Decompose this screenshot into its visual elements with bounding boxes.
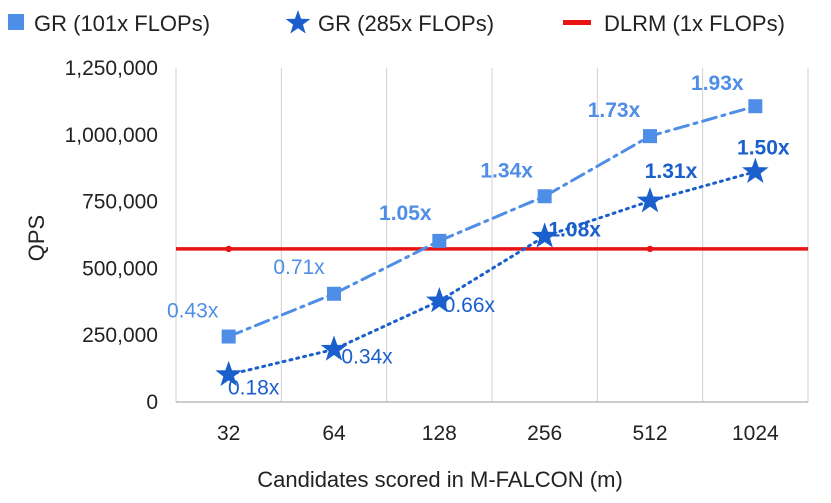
x-tick-label: 1024 (732, 422, 779, 445)
legend-marker-gr101 (8, 14, 24, 30)
legend-label-dlrm: DLRM (1x FLOPs) (604, 11, 785, 36)
y-tick-label: 250,000 (82, 324, 158, 347)
gr285-point (742, 157, 769, 183)
gr285-data-label: 0.66x (444, 294, 496, 317)
gr101-data-label: 1.05x (379, 202, 432, 225)
x-tick-label: 512 (632, 422, 667, 445)
x-tick-label: 32 (217, 422, 240, 445)
gr285-data-label: 1.08x (548, 218, 601, 241)
gr285-data-label: 0.18x (228, 377, 280, 400)
legend-marker-gr285 (285, 10, 311, 34)
gr101-point (748, 99, 763, 114)
dlrm-point (646, 245, 654, 253)
x-axis-title: Candidates scored in M-FALCON (m) (257, 467, 623, 492)
legend-star-icon (285, 10, 311, 34)
legend-marker-dlrm (563, 20, 591, 25)
x-tick-label: 128 (422, 422, 457, 445)
x-tick-label: 64 (322, 422, 346, 445)
gr285-point (215, 360, 242, 387)
series-line-gr285 (227, 170, 757, 377)
y-tick-label: 1,250,000 (65, 57, 158, 80)
gr101-point (221, 329, 236, 344)
y-tick-label: 0 (146, 391, 158, 414)
y-axis: 0 250,000 500,000 750,000 1,000,000 1,250,000 (65, 57, 158, 414)
gr101-point (537, 189, 552, 204)
gr285-point (636, 187, 664, 213)
gr285-data-label: 1.50x (737, 137, 790, 160)
y-tick-label: 1,000,000 (65, 124, 158, 147)
gr285-data-label: 0.34x (341, 345, 393, 368)
legend-label-gr285: GR (285x FLOPs) (318, 11, 494, 36)
gr101-data-label: 1.93x (691, 72, 744, 95)
series-line-gr101 (227, 104, 757, 339)
legend: GR (101x FLOPs) GR (285x FLOPs) DLRM (1x… (8, 10, 785, 36)
gr285-point (426, 287, 453, 313)
y-tick-label: 500,000 (82, 257, 158, 280)
grid (175, 68, 809, 403)
gr101-data-label: 0.71x (273, 256, 325, 279)
gr101-point (327, 286, 341, 301)
y-axis-title: QPS (24, 215, 49, 261)
dlrm-point (225, 245, 232, 253)
gr285-point (531, 222, 558, 248)
gr101-data-label: 1.34x (480, 159, 533, 182)
x-tick-label: 256 (527, 422, 562, 445)
x-axis: 32 64 128 256 512 1024 (217, 422, 779, 445)
gr101-point (643, 129, 657, 144)
gr285-point (320, 335, 348, 361)
gr101-data-label: 1.73x (588, 99, 641, 122)
data-labels: 0.43x 0.71x 1.05x 1.34x 1.73x 1.93x 0.18x 0.34x… (167, 72, 790, 400)
gr285-data-label: 1.31x (645, 160, 698, 183)
gr101-data-label: 0.43x (167, 300, 219, 323)
legend-label-gr101: GR (101x FLOPs) (34, 11, 210, 36)
gr101-point (432, 233, 447, 248)
series-layer (176, 99, 808, 387)
y-tick-label: 750,000 (82, 191, 158, 214)
